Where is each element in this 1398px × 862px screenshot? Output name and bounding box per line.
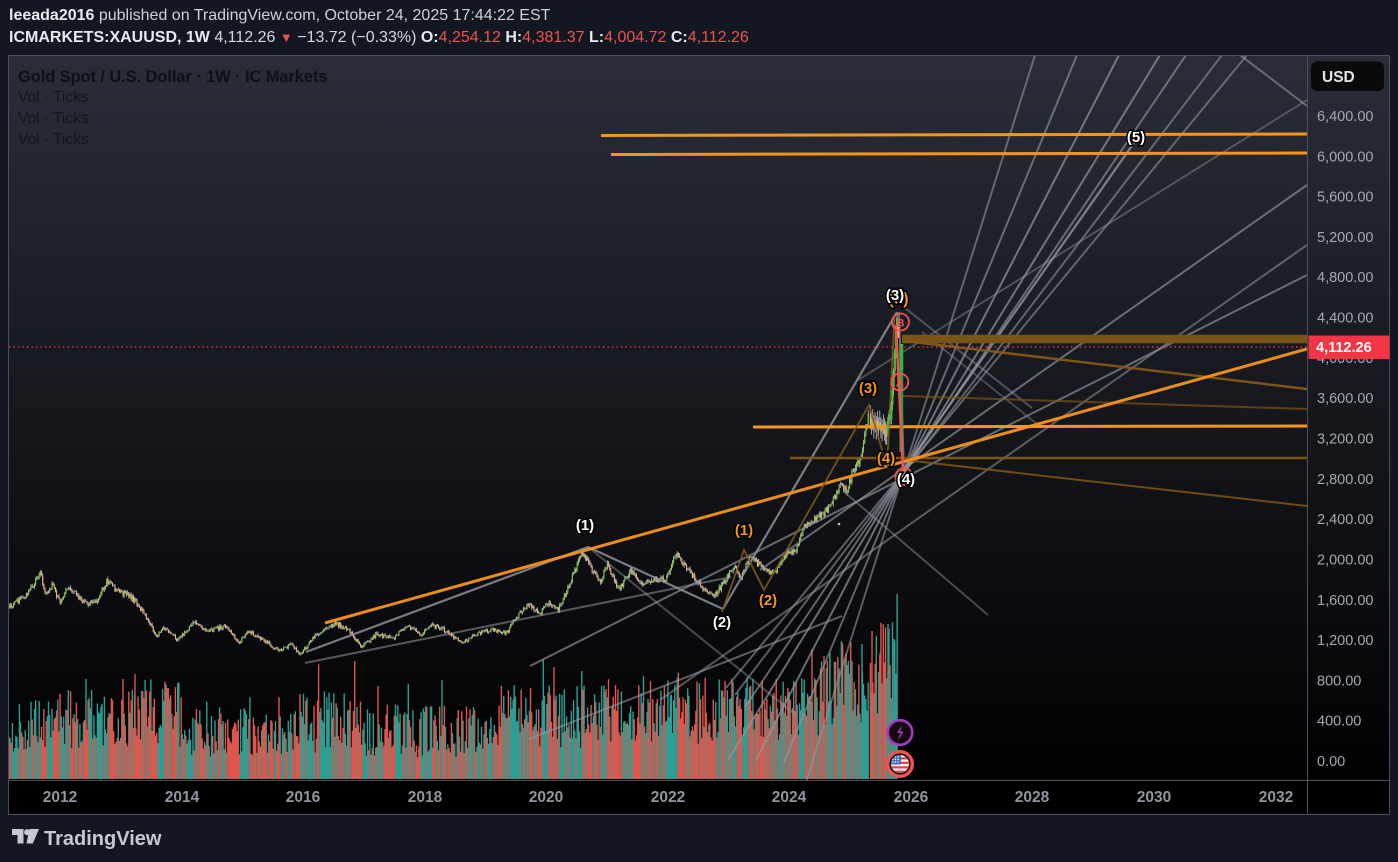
svg-text:A: A [896,378,904,390]
svg-text:5,200.00: 5,200.00 [1317,230,1373,246]
svg-text:400.00: 400.00 [1317,714,1361,730]
svg-text:5,600.00: 5,600.00 [1317,190,1373,206]
svg-text:4,800.00: 4,800.00 [1317,270,1373,286]
svg-text:(5): (5) [1127,129,1145,146]
svg-text:1,200.00: 1,200.00 [1317,633,1373,649]
svg-text:(4): (4) [897,471,915,488]
svg-text:1,600.00: 1,600.00 [1317,593,1373,609]
svg-text:2,400.00: 2,400.00 [1317,512,1373,528]
svg-text:2020: 2020 [529,789,563,806]
svg-text:2018: 2018 [408,789,443,806]
svg-text:2032: 2032 [1259,789,1293,806]
svg-text:3,200.00: 3,200.00 [1317,432,1373,448]
svg-text:2014: 2014 [165,789,200,806]
svg-text:(1): (1) [576,517,594,534]
svg-text:800.00: 800.00 [1317,673,1361,689]
svg-text:2030: 2030 [1137,789,1171,806]
svg-text:B: B [897,318,905,330]
svg-text:2012: 2012 [43,789,77,806]
svg-text:3,600.00: 3,600.00 [1317,391,1373,407]
svg-text:2024: 2024 [772,789,807,806]
svg-text:(4): (4) [877,450,895,467]
svg-text:(2): (2) [759,592,777,609]
svg-text:0.00: 0.00 [1317,754,1345,770]
svg-text:2,000.00: 2,000.00 [1317,552,1373,568]
svg-text:2016: 2016 [286,789,321,806]
svg-text:(3): (3) [859,380,877,397]
svg-text:(5): (5) [888,290,908,308]
svg-text:C: C [900,472,908,484]
svg-text:2022: 2022 [651,789,685,806]
svg-text:2028: 2028 [1015,789,1050,806]
svg-text:(3): (3) [886,287,904,304]
svg-text:USD: USD [1322,69,1355,86]
svg-text:2026: 2026 [894,789,929,806]
svg-text:4,112.26: 4,112.26 [1316,340,1372,356]
svg-text:(1): (1) [735,522,753,539]
svg-text:6,400.00: 6,400.00 [1317,109,1373,125]
svg-text:2,800.00: 2,800.00 [1317,472,1373,488]
svg-text:(2): (2) [713,614,731,631]
svg-text:4,400.00: 4,400.00 [1317,311,1373,327]
svg-text:6,000.00: 6,000.00 [1317,149,1373,165]
